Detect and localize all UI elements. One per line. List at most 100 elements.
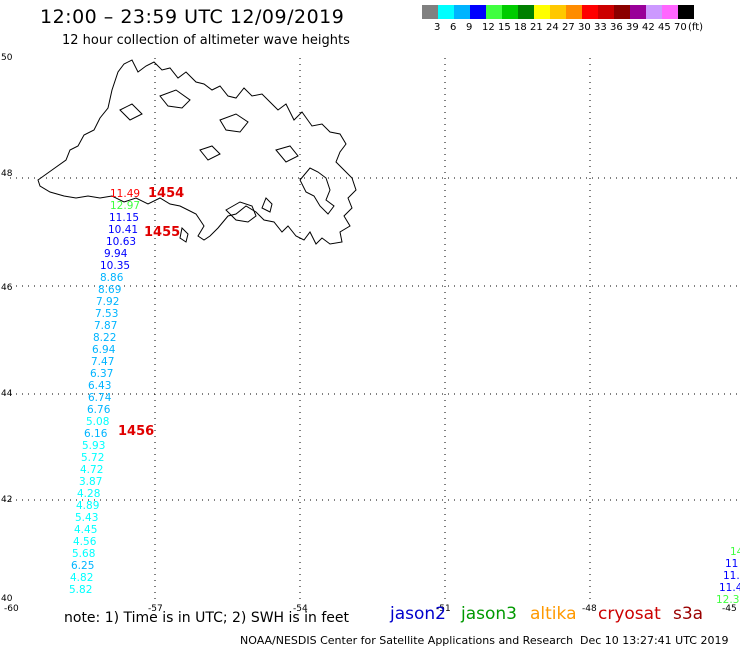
credit-text: NOAA/NESDIS Center for Satellite Applica… [240,634,574,647]
legend-label: 21 [530,22,543,33]
pass-label-1456: 1456 [118,424,154,439]
legend-swatch [598,5,614,19]
wave-height-value: 10.35 [100,260,130,272]
lat-label-50: 50 [1,53,13,63]
legend-swatch [502,5,518,19]
wave-height-value: 6.94 [92,344,116,356]
lon-label-45: -45 [722,604,737,614]
legend-label: 30 [578,22,591,33]
edge-track: 141111.411.412.3 [716,546,740,606]
lat-label-46: 46 [1,283,13,293]
pass-label-1455: 1455 [144,225,180,240]
wave-height-value: 9.94 [104,248,128,260]
legend-label: 6 [450,22,457,33]
wave-height-value: 5.82 [69,584,92,596]
wave-height-value: 6.74 [88,392,112,404]
legend-swatch [454,5,470,19]
legend-swatch [566,5,582,19]
legend-swatch [438,5,454,19]
legend-swatch [518,5,534,19]
legend-swatch [614,5,630,19]
legend-label: 33 [594,22,607,33]
pass-label-1454: 1454 [148,186,184,201]
legend-label: 36 [610,22,623,33]
wave-height-value: 7.53 [95,308,118,320]
legend-swatch [470,5,486,19]
sat-cryosat: cryosat [598,604,661,624]
wave-height-value: 5.93 [82,440,105,452]
wave-height-value: 6.25 [71,560,94,572]
graticule [10,58,740,602]
wave-height-value: 4.89 [76,500,99,512]
sat-altika: altika [530,604,577,624]
timestamp-text: Dec 10 13:27:41 UTC 2019 [580,634,729,647]
lon-label-60: -60 [4,604,19,614]
wave-height-value: 5.08 [86,416,109,428]
wave-height-value: 4.56 [73,536,97,548]
wave-height-value: 5.72 [81,452,104,464]
sat-s3a: s3a [673,604,704,624]
sat-jason2: jason2 [390,604,446,624]
wave-height-value: 4.45 [74,524,97,536]
wave-height-value: 6.16 [84,428,108,440]
wave-height-value: 5.68 [72,548,95,560]
wave-height-value: 10.63 [106,236,136,248]
legend-swatch [630,5,646,19]
wave-height-value: 6.37 [90,368,113,380]
edge-wave-height-value: 11.4 [719,582,740,594]
edge-wave-height-value: 11.4 [723,570,740,582]
wave-height-value: 12.97 [110,200,140,212]
wave-height-value: 4.82 [70,572,93,584]
lat-label-44: 44 [1,389,13,399]
legend-swatch [550,5,566,19]
legend-label: 18 [514,22,527,33]
legend-swatch [662,5,678,19]
wave-height-value: 8.69 [98,284,121,296]
legend-label: 27 [562,22,575,33]
wave-height-value: 10.41 [108,224,138,236]
wave-height-value: 4.28 [77,488,100,500]
wave-height-value: 3.87 [79,476,102,488]
legend-label: 39 [626,22,639,33]
wave-height-value: 7.47 [91,356,114,368]
lat-label-40: 40 [1,594,13,604]
legend-swatches [422,5,694,19]
lon-label-57: -57 [148,604,163,614]
wave-height-value: 8.22 [93,332,116,344]
lon-label-51: -51 [436,604,451,614]
color-legend: 3 6 9 12 15 18 21 24 27 30 33 36 39 42 45 70 (ft) [422,5,703,33]
wave-height-value: 8.86 [100,272,124,284]
wave-height-value: 5.43 [75,512,98,524]
wave-height-value: 7.92 [96,296,119,308]
legend-label: 70 [674,22,687,33]
wave-height-track: 11.4912.9711.1510.4110.639.9410.358.868.… [69,188,140,596]
sat-jason3: jason3 [461,604,517,624]
wave-height-value: 11.49 [110,188,140,200]
legend-swatch [422,5,438,19]
wave-height-value: 4.72 [80,464,103,476]
legend-label: 15 [498,22,511,33]
wave-height-value: 11.15 [109,212,139,224]
legend-label: 24 [546,22,559,33]
legend-label: 12 [482,22,495,33]
lat-label-42: 42 [1,495,12,505]
edge-wave-height-value: 12.3 [716,594,739,606]
map-title: 12:00 – 23:59 UTC 12/09/2019 [40,6,345,28]
legend-labels: 3 6 9 12 15 18 21 24 27 30 33 36 39 42 45 70 (ft) [422,22,740,36]
legend-label: 42 [642,22,655,33]
legend-label: 45 [658,22,671,33]
legend-swatch [582,5,598,19]
lat-label-48: 48 [1,169,13,179]
legend-swatch [486,5,502,19]
wave-height-value: 6.76 [87,404,111,416]
units-note: note: 1) Time is in UTC; 2) SWH is in fe… [64,610,350,626]
legend-label: 9 [466,22,473,33]
legend-label: 3 [434,22,441,33]
newfoundland-coastline [37,59,357,245]
wave-height-value: 7.87 [94,320,117,332]
edge-wave-height-value: 11 [725,558,738,570]
lon-label-48: -48 [582,604,597,614]
lon-label-54: -54 [293,604,308,614]
legend-label: (ft) [688,22,704,33]
